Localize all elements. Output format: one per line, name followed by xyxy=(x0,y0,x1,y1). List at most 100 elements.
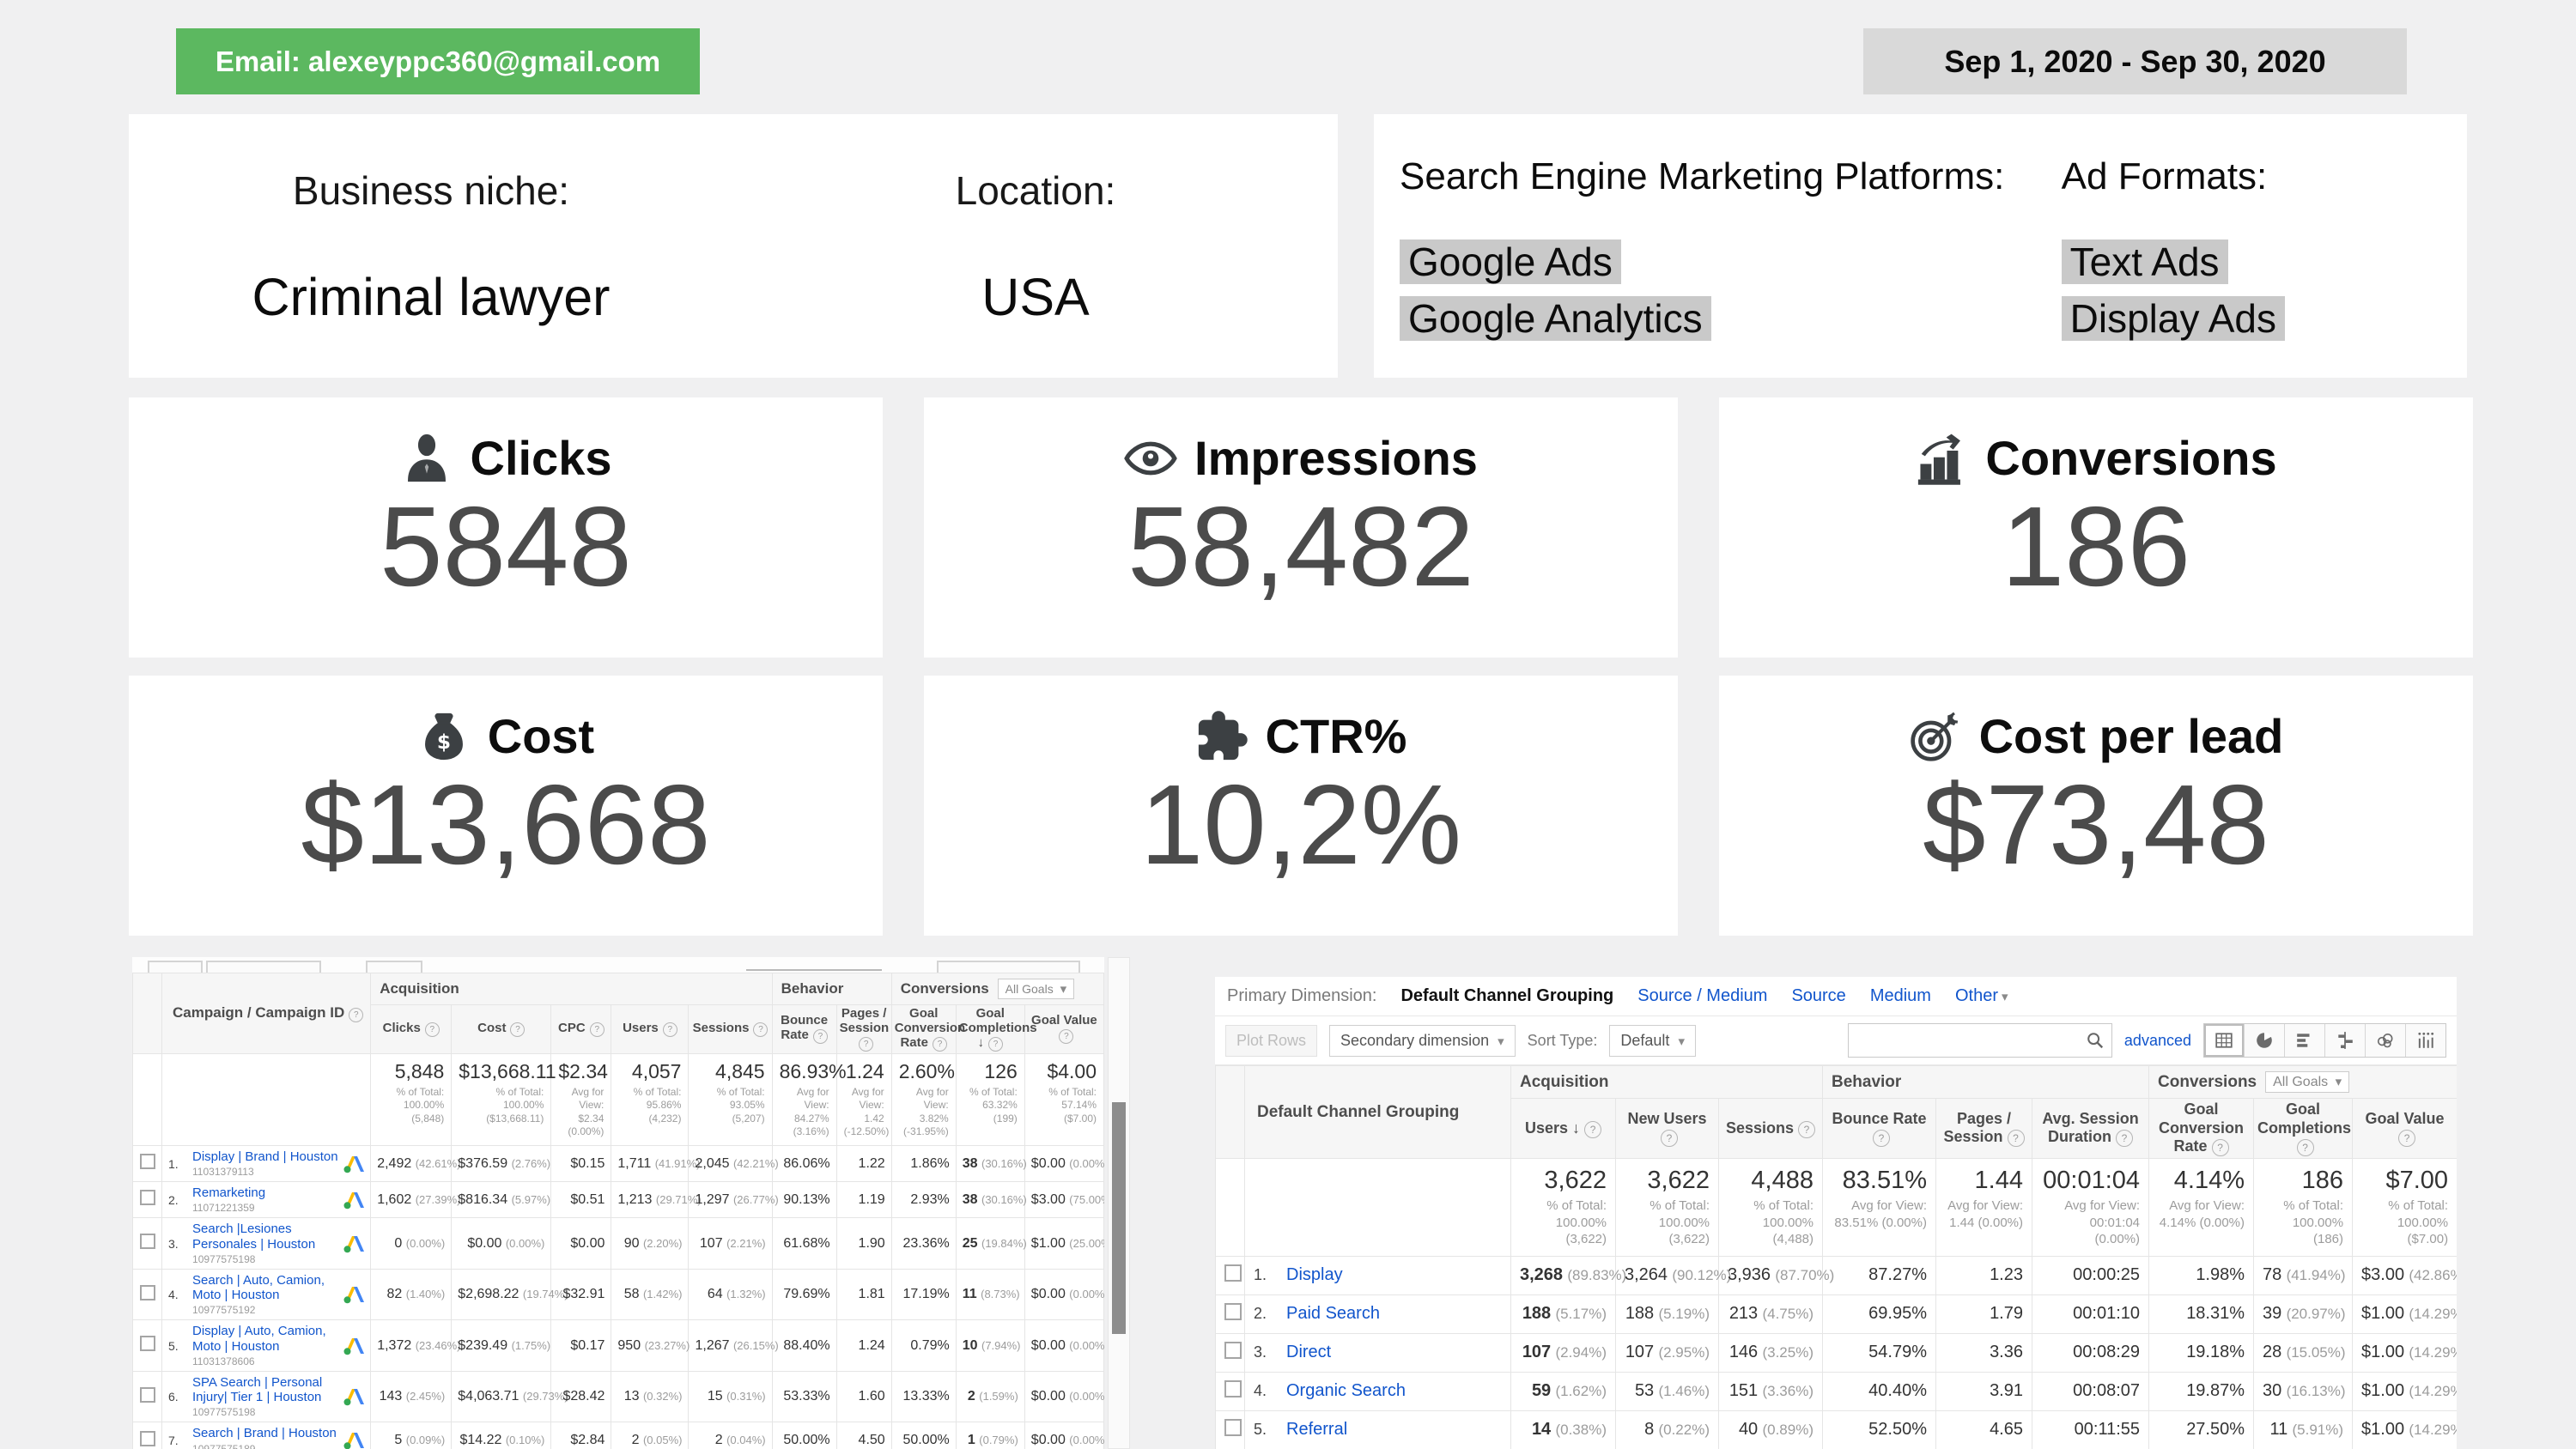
metric-column-header[interactable]: Goal Value? xyxy=(2352,1097,2457,1160)
row-checkbox[interactable] xyxy=(139,1284,155,1300)
campaign-link[interactable]: Display | Brand | Houston xyxy=(192,1149,338,1164)
channel-link[interactable]: Paid Search xyxy=(1286,1304,1380,1324)
row-checkbox[interactable] xyxy=(1224,1418,1242,1436)
bar-view-icon[interactable] xyxy=(2284,1024,2324,1057)
primary-dimension-tab[interactable]: Default Channel Grouping xyxy=(1400,986,1614,1005)
metric-cell: $0.51 xyxy=(550,1181,612,1219)
help-icon[interactable]: ? xyxy=(2211,1139,2229,1157)
metric-cell: 3.36 xyxy=(1935,1332,2032,1373)
dimension-header[interactable]: Campaign / Campaign ID? xyxy=(161,973,372,1054)
metric-column-header[interactable]: Pages / Session? xyxy=(1935,1097,2032,1160)
help-icon[interactable]: ? xyxy=(510,1022,526,1037)
sort-type-dropdown[interactable]: Default ▾ xyxy=(1609,1024,1696,1057)
row-checkbox[interactable] xyxy=(139,1430,155,1446)
campaign-link[interactable]: Display | Auto, Camion, Moto | Houston xyxy=(192,1324,326,1354)
table-view-icon[interactable] xyxy=(2204,1024,2244,1057)
help-icon[interactable]: ? xyxy=(859,1036,874,1052)
metric-column-header[interactable]: Users? xyxy=(611,1004,690,1054)
metric-cell: 107 (2.21%) xyxy=(688,1217,773,1270)
metric-cell: 2 (0.04%) xyxy=(688,1422,773,1449)
help-icon[interactable]: ? xyxy=(1059,1029,1074,1045)
campaign-link[interactable]: Search | Auto, Camion, Moto | Houston xyxy=(192,1272,325,1303)
plot-rows-button[interactable]: Plot Rows xyxy=(1225,1024,1318,1057)
pie-view-icon[interactable] xyxy=(2244,1024,2284,1057)
metric-column-header[interactable]: Sessions? xyxy=(688,1004,773,1054)
help-icon[interactable]: ? xyxy=(988,1036,1004,1052)
comparison-view-icon[interactable] xyxy=(2324,1024,2365,1057)
help-icon[interactable]: ? xyxy=(812,1029,828,1045)
term-cloud-icon[interactable] xyxy=(2365,1024,2405,1057)
primary-dimension-tab[interactable]: Other ▾ xyxy=(1954,986,2008,1005)
help-icon[interactable]: ? xyxy=(932,1036,947,1052)
row-number: 1. xyxy=(168,1156,179,1171)
row-number: 2. xyxy=(1254,1305,1267,1323)
campaign-link[interactable]: Remarketing xyxy=(192,1185,266,1201)
campaign-table-scrollbar[interactable] xyxy=(1108,957,1130,1449)
metric-column-header[interactable]: Users ↓? xyxy=(1510,1097,1616,1160)
pivot-view-icon[interactable] xyxy=(2405,1024,2445,1057)
campaign-link[interactable]: SPA Search | Personal Injury| Tier 1 | H… xyxy=(192,1374,323,1405)
campaign-link[interactable]: Search |Lesiones Personales | Houston xyxy=(192,1222,316,1252)
caret-down-icon: ▾ xyxy=(1498,1034,1504,1049)
totals-cell: 83.51% Avg for View: 83.51% (0.00%) xyxy=(1822,1158,1936,1257)
help-icon[interactable]: ? xyxy=(349,1007,364,1022)
metric-column-header[interactable]: Bounce Rate? xyxy=(771,1004,837,1054)
metric-column-header[interactable]: Cost? xyxy=(451,1004,552,1054)
help-icon[interactable]: ? xyxy=(662,1022,677,1037)
scrollbar-thumb[interactable] xyxy=(1112,1102,1126,1334)
all-goals-dropdown[interactable]: All Goals ▾ xyxy=(2265,1071,2350,1093)
help-icon[interactable]: ? xyxy=(1873,1130,1890,1148)
help-icon[interactable]: ? xyxy=(424,1022,440,1037)
help-icon[interactable]: ? xyxy=(2296,1139,2314,1157)
campaign-link[interactable]: Search | Brand | Houston xyxy=(192,1426,337,1441)
metric-column-header[interactable]: Pages / Session? xyxy=(835,1004,892,1054)
metric-column-header[interactable]: Avg. Session Duration? xyxy=(2031,1097,2150,1160)
help-icon[interactable]: ? xyxy=(1584,1120,1602,1138)
metric-column-header[interactable]: CPC? xyxy=(550,1004,612,1054)
help-icon[interactable]: ? xyxy=(2007,1130,2025,1148)
primary-dimension-tab[interactable]: Source / Medium xyxy=(1637,986,1768,1005)
metric-column-header[interactable]: Bounce Rate? xyxy=(1822,1097,1936,1160)
row-checkbox[interactable] xyxy=(1224,1341,1242,1359)
primary-dimension-tab[interactable]: Source xyxy=(1791,986,1846,1005)
select-all-cell[interactable] xyxy=(132,973,163,1054)
channel-link[interactable]: Display xyxy=(1286,1265,1343,1285)
all-goals-dropdown[interactable]: All Goals ▾ xyxy=(997,979,1075,999)
secondary-dimension-button[interactable]: Secondary dimension ▾ xyxy=(1329,1024,1516,1057)
row-checkbox[interactable] xyxy=(139,1336,155,1352)
metric-column-header[interactable]: Goal Completions ↓? xyxy=(955,1004,1037,1054)
date-range-selector[interactable]: Sep 1, 2020 - Sep 30, 2020 xyxy=(1863,28,2407,94)
help-icon[interactable]: ? xyxy=(1661,1130,1678,1148)
channel-link[interactable]: Direct xyxy=(1286,1343,1332,1362)
row-checkbox[interactable] xyxy=(139,1234,155,1250)
help-icon[interactable]: ? xyxy=(2116,1130,2134,1148)
row-checkbox[interactable] xyxy=(1224,1264,1242,1282)
metric-column-header[interactable]: Sessions? xyxy=(1718,1097,1823,1160)
metric-cell: 1 (0.79%) xyxy=(955,1422,1025,1449)
help-icon[interactable]: ? xyxy=(753,1022,769,1037)
metric-column-header[interactable]: Goal Conversion Rate? xyxy=(2148,1097,2255,1160)
row-checkbox[interactable] xyxy=(139,1154,155,1170)
metric-cell: $1.00 (14.29%) xyxy=(2352,1410,2457,1449)
totals-cell: 186% of Total: 100.00% (186) xyxy=(2253,1158,2354,1257)
row-checkbox[interactable] xyxy=(1224,1302,1242,1320)
row-checkbox[interactable] xyxy=(1224,1379,1242,1397)
help-icon[interactable]: ? xyxy=(2398,1130,2416,1148)
select-all-cell[interactable] xyxy=(1215,1064,1245,1160)
search-input[interactable] xyxy=(1847,1023,2112,1058)
metric-column-header[interactable]: Goal Conversion Rate? xyxy=(890,1004,965,1054)
channel-link[interactable]: Referral xyxy=(1286,1420,1348,1440)
dimension-header[interactable]: Default Channel Grouping xyxy=(1244,1064,1511,1160)
metric-column-header[interactable]: Goal Completions? xyxy=(2253,1097,2354,1160)
help-icon[interactable]: ? xyxy=(1798,1120,1816,1138)
row-checkbox[interactable] xyxy=(139,1386,155,1403)
metric-cell: 38 (30.16%) xyxy=(955,1144,1027,1183)
primary-dimension-tab[interactable]: Medium xyxy=(1869,986,1931,1005)
metric-column-header[interactable]: Clicks? xyxy=(370,1004,453,1054)
channel-link[interactable]: Organic Search xyxy=(1286,1381,1406,1401)
row-checkbox[interactable] xyxy=(139,1190,155,1206)
help-icon[interactable]: ? xyxy=(589,1022,605,1037)
metric-column-header[interactable]: New Users? xyxy=(1615,1097,1719,1160)
advanced-search-link[interactable]: advanced xyxy=(2123,1031,2191,1049)
metric-column-header[interactable]: Goal Value? xyxy=(1024,1004,1104,1054)
